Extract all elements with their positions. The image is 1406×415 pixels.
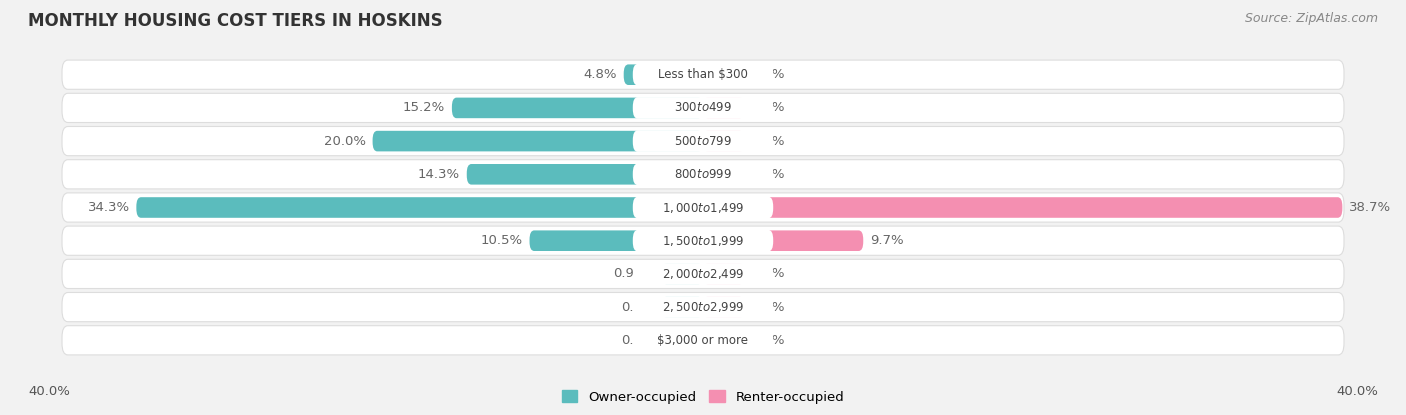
Text: $2,500 to $2,999: $2,500 to $2,999	[662, 300, 744, 314]
FancyBboxPatch shape	[633, 130, 773, 152]
FancyBboxPatch shape	[703, 64, 744, 85]
FancyBboxPatch shape	[62, 127, 1344, 156]
FancyBboxPatch shape	[633, 64, 773, 85]
FancyBboxPatch shape	[62, 60, 1344, 89]
Text: 0.0%: 0.0%	[751, 300, 785, 314]
Text: 0.0%: 0.0%	[751, 168, 785, 181]
FancyBboxPatch shape	[703, 230, 863, 251]
FancyBboxPatch shape	[703, 297, 744, 317]
Text: 0.0%: 0.0%	[751, 334, 785, 347]
FancyBboxPatch shape	[62, 193, 1344, 222]
Text: Less than $300: Less than $300	[658, 68, 748, 81]
FancyBboxPatch shape	[451, 98, 703, 118]
Text: 0.0%: 0.0%	[751, 134, 785, 148]
Text: 9.7%: 9.7%	[870, 234, 904, 247]
Text: 34.3%: 34.3%	[87, 201, 129, 214]
FancyBboxPatch shape	[662, 297, 703, 317]
Text: 40.0%: 40.0%	[28, 386, 70, 398]
Text: MONTHLY HOUSING COST TIERS IN HOSKINS: MONTHLY HOUSING COST TIERS IN HOSKINS	[28, 12, 443, 30]
FancyBboxPatch shape	[62, 293, 1344, 322]
Text: $2,000 to $2,499: $2,000 to $2,499	[662, 267, 744, 281]
FancyBboxPatch shape	[530, 230, 703, 251]
FancyBboxPatch shape	[62, 326, 1344, 355]
Text: 0.0%: 0.0%	[751, 267, 785, 281]
FancyBboxPatch shape	[703, 330, 744, 351]
FancyBboxPatch shape	[633, 330, 773, 351]
FancyBboxPatch shape	[703, 264, 744, 284]
Text: 0.0%: 0.0%	[751, 68, 785, 81]
Text: 0.0%: 0.0%	[621, 300, 655, 314]
Text: 40.0%: 40.0%	[1336, 386, 1378, 398]
FancyBboxPatch shape	[633, 296, 773, 318]
FancyBboxPatch shape	[633, 263, 773, 285]
Text: 15.2%: 15.2%	[404, 101, 446, 115]
FancyBboxPatch shape	[633, 230, 773, 251]
Text: $500 to $799: $500 to $799	[673, 134, 733, 148]
Text: $1,000 to $1,499: $1,000 to $1,499	[662, 200, 744, 215]
FancyBboxPatch shape	[467, 164, 703, 185]
Text: 14.3%: 14.3%	[418, 168, 460, 181]
Text: $300 to $499: $300 to $499	[673, 101, 733, 115]
FancyBboxPatch shape	[62, 226, 1344, 255]
FancyBboxPatch shape	[662, 264, 703, 284]
Text: 38.7%: 38.7%	[1348, 201, 1391, 214]
Text: $800 to $999: $800 to $999	[673, 168, 733, 181]
Text: Source: ZipAtlas.com: Source: ZipAtlas.com	[1244, 12, 1378, 25]
FancyBboxPatch shape	[624, 64, 703, 85]
FancyBboxPatch shape	[136, 197, 703, 218]
Text: 4.8%: 4.8%	[583, 68, 617, 81]
FancyBboxPatch shape	[373, 131, 703, 151]
FancyBboxPatch shape	[62, 160, 1344, 189]
Text: $3,000 or more: $3,000 or more	[658, 334, 748, 347]
Text: 0.95%: 0.95%	[613, 267, 655, 281]
FancyBboxPatch shape	[62, 259, 1344, 288]
Text: $1,500 to $1,999: $1,500 to $1,999	[662, 234, 744, 248]
Text: 10.5%: 10.5%	[481, 234, 523, 247]
Legend: Owner-occupied, Renter-occupied: Owner-occupied, Renter-occupied	[557, 385, 849, 409]
FancyBboxPatch shape	[633, 164, 773, 185]
FancyBboxPatch shape	[703, 98, 744, 118]
FancyBboxPatch shape	[633, 197, 773, 218]
FancyBboxPatch shape	[662, 330, 703, 351]
Text: 0.0%: 0.0%	[621, 334, 655, 347]
FancyBboxPatch shape	[703, 164, 744, 185]
FancyBboxPatch shape	[633, 97, 773, 119]
Text: 0.0%: 0.0%	[751, 101, 785, 115]
FancyBboxPatch shape	[703, 197, 1343, 218]
FancyBboxPatch shape	[703, 131, 744, 151]
Text: 20.0%: 20.0%	[323, 134, 366, 148]
FancyBboxPatch shape	[62, 93, 1344, 122]
